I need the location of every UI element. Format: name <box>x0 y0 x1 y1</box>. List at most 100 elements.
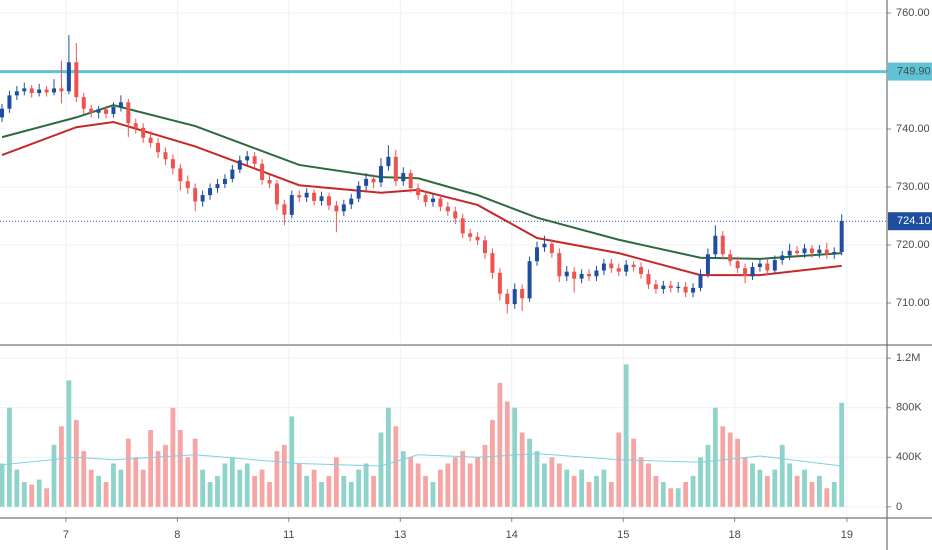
candle-body <box>393 156 398 182</box>
volume-bar <box>326 475 332 507</box>
volume-bar <box>534 451 540 507</box>
candle-body <box>653 284 658 290</box>
volume-bar <box>712 407 718 507</box>
candle-body <box>0 108 5 118</box>
candle-body <box>824 249 829 255</box>
volume-bar <box>192 438 198 507</box>
volume-bar <box>185 457 191 507</box>
candle-body <box>795 250 800 254</box>
candle-body <box>371 178 376 183</box>
candle-body <box>713 235 718 255</box>
candle-body <box>683 286 688 293</box>
volume-bar <box>504 401 510 507</box>
volume-bar <box>690 475 696 507</box>
last-price-box <box>888 212 932 231</box>
volume-tick-label: 0 <box>896 501 902 513</box>
candle-body <box>312 192 317 201</box>
candle-body <box>111 106 116 114</box>
candle-body <box>535 247 540 262</box>
volume-bar <box>177 430 183 507</box>
volume-bar <box>304 475 310 507</box>
volume-bar <box>735 438 741 507</box>
volume-bar <box>809 482 815 507</box>
candle-body <box>624 264 629 272</box>
candle-body <box>222 178 227 185</box>
volume-bar <box>88 469 94 507</box>
x-tick-label: 11 <box>283 529 294 541</box>
candle-body <box>423 195 428 203</box>
candle-body <box>297 195 302 198</box>
candle-body <box>668 285 673 288</box>
x-tick-label: 19 <box>841 529 853 541</box>
candle-body <box>349 198 354 205</box>
volume-bar <box>831 482 837 507</box>
volume-bar <box>705 444 711 507</box>
candle-body <box>7 95 12 109</box>
volume-bar <box>66 380 72 507</box>
candle-body <box>750 267 755 277</box>
candle-body <box>609 263 614 269</box>
candle-body <box>438 198 443 207</box>
volume-bar <box>482 444 488 507</box>
volume-bar <box>623 364 629 507</box>
volume-bar <box>81 451 87 507</box>
volume-bar <box>467 463 473 507</box>
volume-bar <box>698 457 703 507</box>
volume-bar <box>296 463 302 507</box>
volume-bar <box>103 482 109 507</box>
volume-bar <box>163 444 168 507</box>
candle-body <box>267 180 272 184</box>
volume-bar <box>452 457 458 507</box>
volume-bar <box>371 475 376 507</box>
candle-body <box>765 263 770 271</box>
candle-body <box>104 109 109 114</box>
candle-body <box>453 211 458 219</box>
candle-body <box>237 160 242 170</box>
candle-body <box>170 159 175 169</box>
volume-bar <box>140 469 146 507</box>
candle-body <box>148 137 153 143</box>
volume-bar <box>519 432 525 507</box>
volume-bar <box>594 475 599 507</box>
volume-bar <box>564 469 570 507</box>
candle-body <box>118 102 123 107</box>
candle-body <box>557 253 562 277</box>
level-label-box <box>888 62 932 81</box>
candle-body <box>386 156 391 167</box>
x-tick-label: 15 <box>617 529 629 541</box>
candle-body <box>408 173 413 189</box>
volume-bar <box>542 463 547 507</box>
volume-bar <box>311 469 317 507</box>
candle-body <box>341 204 346 212</box>
candle-body <box>743 268 748 277</box>
volume-bar <box>267 482 272 507</box>
candle-body <box>490 253 495 273</box>
volume-bar <box>319 482 324 507</box>
candle-body <box>483 240 488 254</box>
candle-body <box>505 293 510 305</box>
candle-body <box>691 287 696 293</box>
volume-bar <box>445 463 451 507</box>
volume-bar <box>779 444 785 507</box>
candle-body <box>542 243 547 248</box>
level-label: 749.90 <box>897 65 931 77</box>
candle-body <box>661 285 666 290</box>
candle-body <box>520 289 525 299</box>
volume-bar <box>281 444 287 507</box>
candle-body <box>646 273 651 285</box>
volume-bar <box>772 469 778 507</box>
candle-body <box>549 243 554 254</box>
x-tick-label: 14 <box>506 529 518 541</box>
candle-body <box>579 273 584 279</box>
volume-bar <box>215 475 220 507</box>
volume-bar <box>571 475 577 507</box>
candle-body <box>200 195 205 202</box>
candle-body <box>364 178 369 186</box>
volume-bar <box>549 457 555 507</box>
y-tick-label: 730.00 <box>896 181 930 193</box>
candle-body <box>401 173 406 182</box>
candle-body <box>601 263 606 271</box>
last-price-label: 724.10 <box>897 215 931 227</box>
volume-bar <box>170 407 176 507</box>
